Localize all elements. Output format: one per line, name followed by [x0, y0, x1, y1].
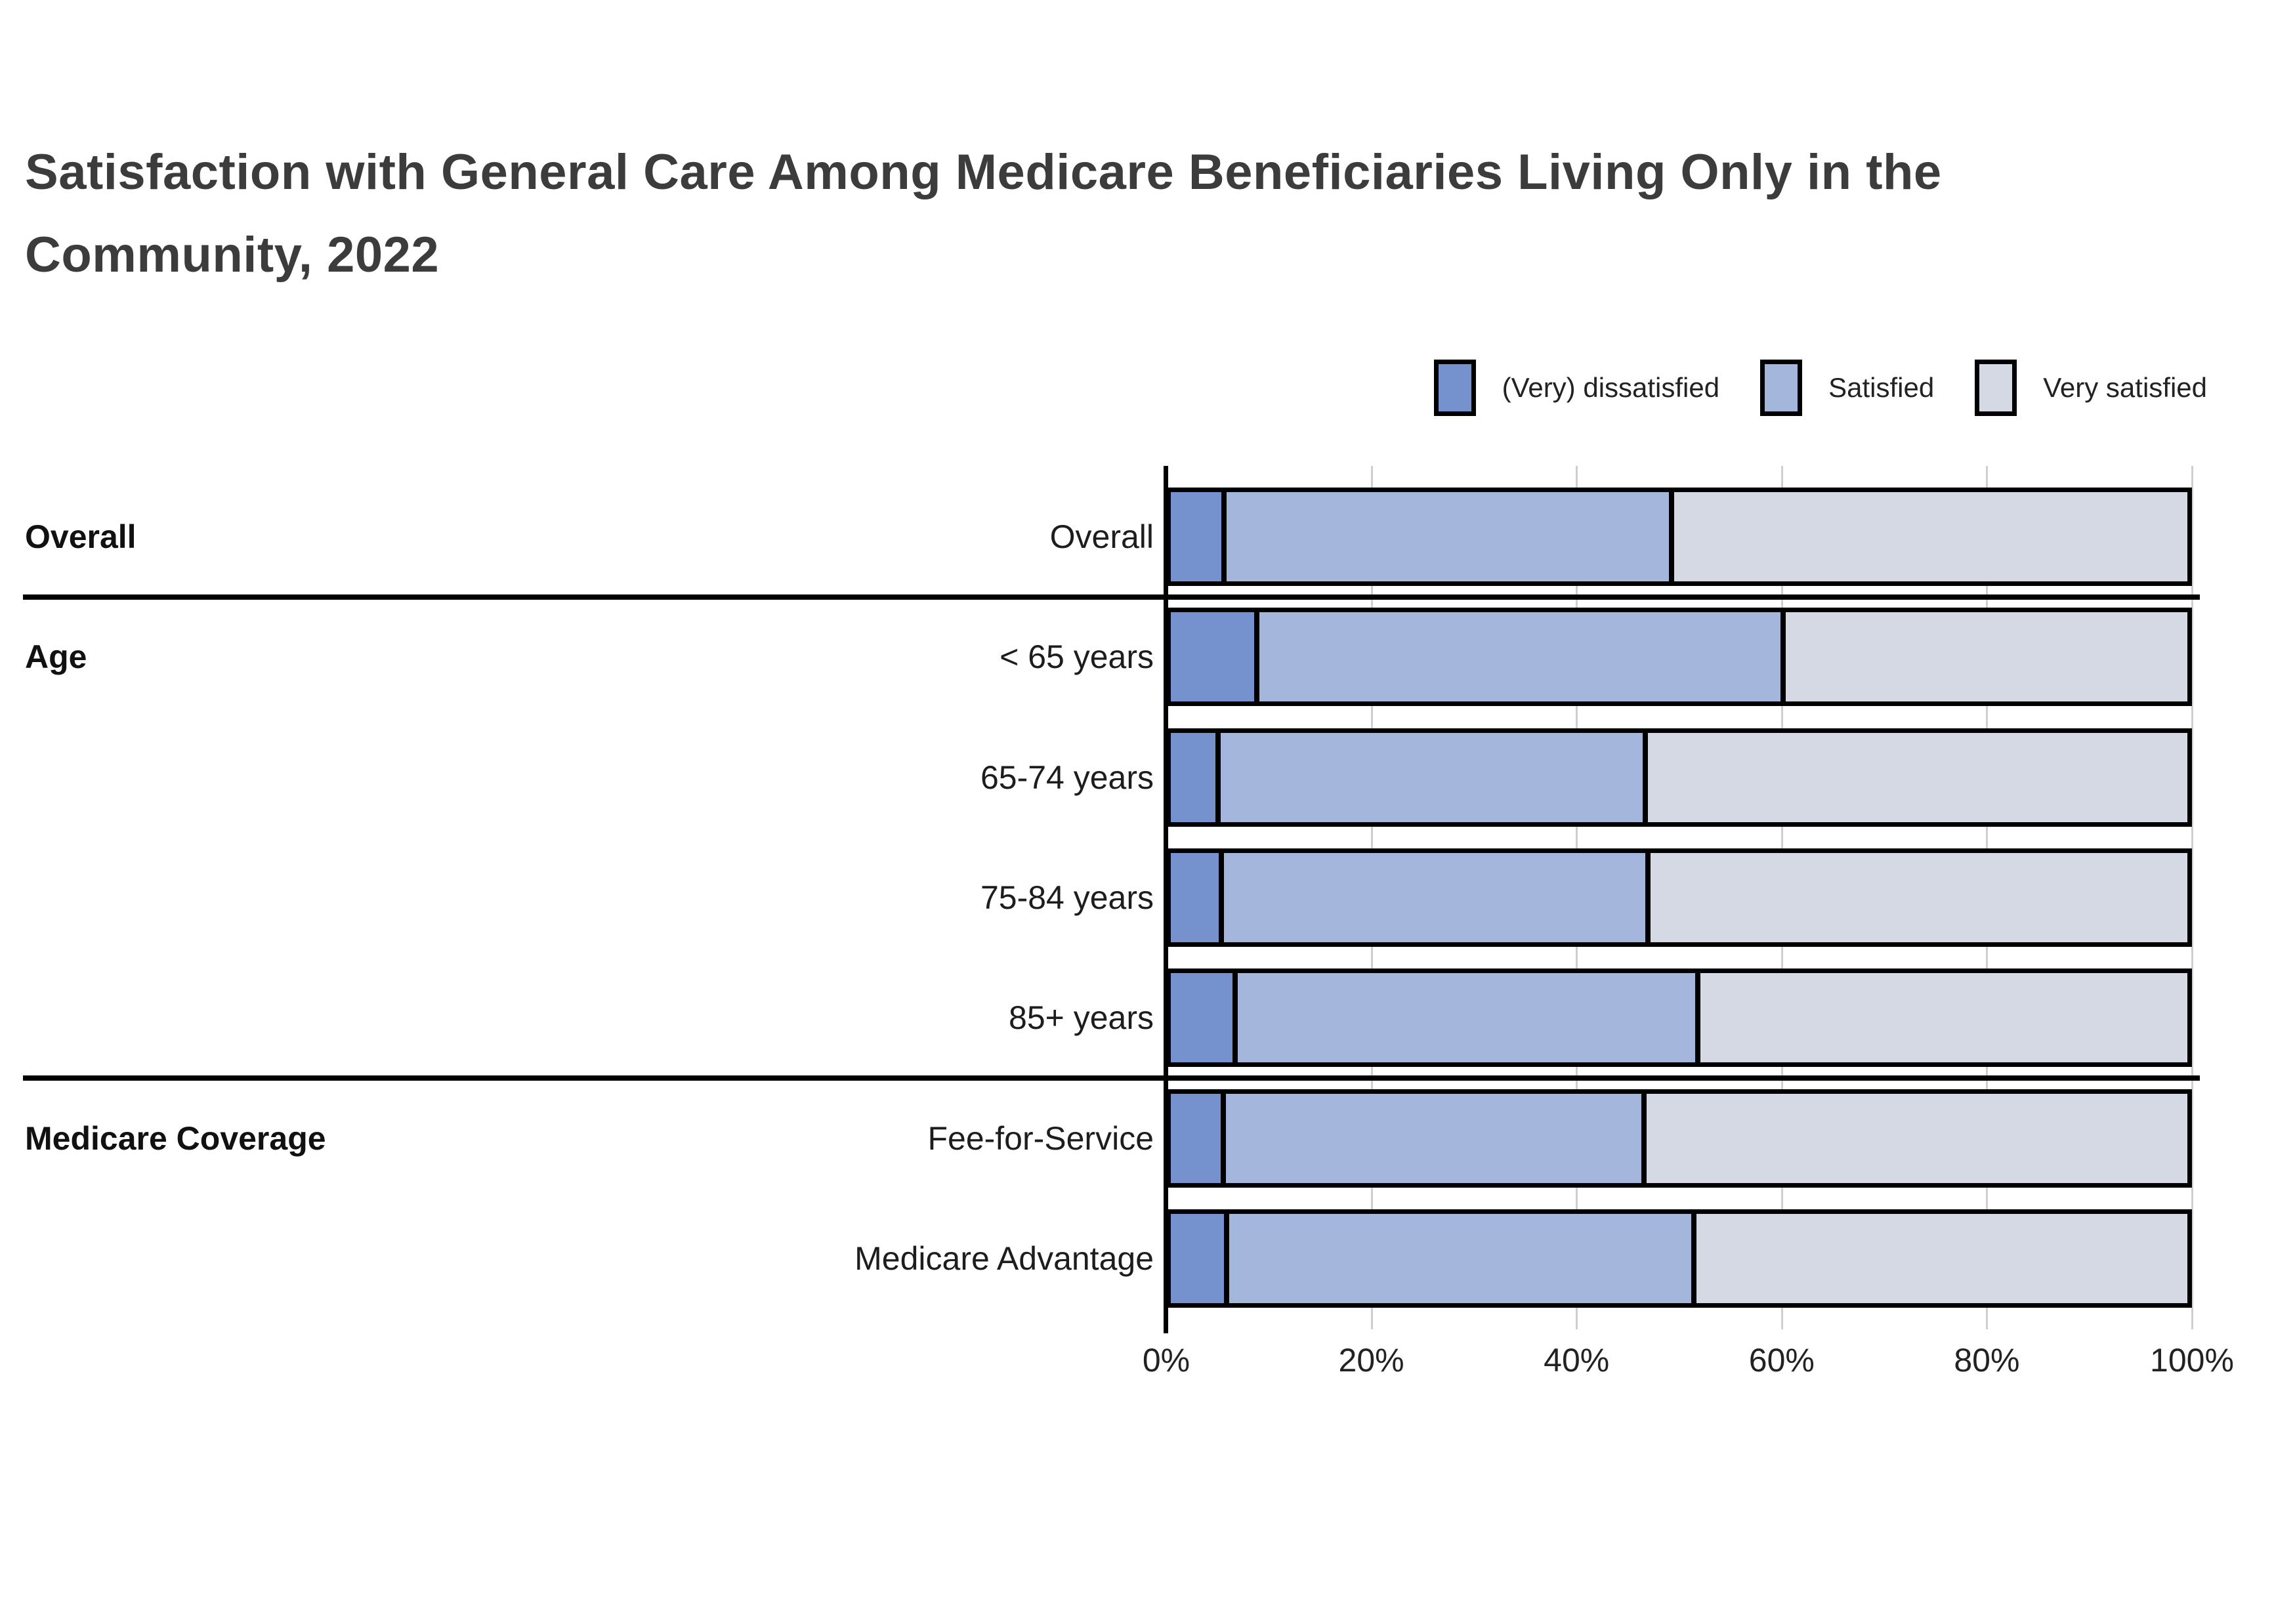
x-tick-label-40: 40% [1544, 1342, 1610, 1379]
x-tick-label-20: 20% [1338, 1342, 1404, 1379]
bar-segment-very-satisfied [1668, 492, 2187, 581]
row-label-85-years: 85+ years [1009, 999, 1154, 1037]
bar-segment-satisfied [1221, 492, 1669, 581]
row-label-overall: Overall [1049, 518, 1154, 555]
chart-title: Satisfaction with General Care Among Med… [25, 144, 1942, 283]
legend-item-very-satisfied: Very satisfied [1975, 360, 2207, 416]
bar-segment-satisfied [1232, 973, 1696, 1063]
row-label-65-years: < 65 years [1000, 638, 1154, 676]
row-label-medicare-advantage: Medicare Advantage [854, 1239, 1154, 1277]
row-label-fee-for-service: Fee-for-Service [927, 1119, 1154, 1157]
legend-label: (Very) dissatisfied [1502, 372, 1720, 403]
bar-segment-very-satisfied [1642, 732, 2187, 822]
group-separator [23, 594, 2200, 600]
x-tick-label-100: 100% [2150, 1342, 2234, 1379]
bar-segment-very-dissatisfied [1171, 492, 1222, 581]
legend-item-satisfied: Satisfied [1760, 360, 1934, 416]
bar-row-fee-for-service [1166, 1089, 2192, 1188]
bar-segment-satisfied [1215, 732, 1643, 822]
bar-row-65-74-years [1166, 728, 2192, 827]
bar-segment-very-satisfied [1641, 1093, 2187, 1183]
bar-segment-satisfied [1220, 1093, 1642, 1183]
group-separator [23, 1075, 2200, 1081]
bar-segment-very-satisfied [1691, 1213, 2187, 1303]
row-label-75-84-years: 75-84 years [980, 879, 1154, 916]
bar-row-65-years [1166, 608, 2192, 707]
bar-segment-very-dissatisfied [1171, 852, 1219, 942]
legend-item-very-dissatisfied: (Very) dissatisfied [1433, 360, 1720, 416]
bar-segment-very-dissatisfied [1171, 1213, 1224, 1303]
y-axis-line [1164, 466, 1168, 1333]
legend-swatch-icon [1433, 360, 1476, 416]
bar-segment-very-dissatisfied [1171, 732, 1216, 822]
bar-segment-satisfied [1254, 612, 1781, 702]
bar-segment-very-satisfied [1780, 612, 2187, 702]
bar-segment-very-dissatisfied [1171, 1093, 1221, 1183]
bar-row-medicare-advantage [1166, 1209, 2192, 1308]
legend-label: Very satisfied [2043, 372, 2207, 403]
legend-label: Satisfied [1828, 372, 1935, 403]
bar-segment-very-dissatisfied [1171, 973, 1233, 1063]
row-label-65-74-years: 65-74 years [980, 759, 1154, 796]
chart-legend: (Very) dissatisfied Satisfied Very satisfi… [1433, 360, 2207, 416]
gridline-100 [2191, 466, 2193, 1329]
group-label-overall: Overall [25, 518, 137, 555]
bar-row-overall [1166, 488, 2192, 586]
legend-swatch-icon [1975, 360, 2017, 416]
x-tick-label-80: 80% [1954, 1342, 2020, 1379]
group-label-age: Age [25, 638, 87, 676]
group-label-medicare-coverage: Medicare Coverage [25, 1119, 326, 1157]
bar-segment-very-dissatisfied [1171, 612, 1255, 702]
bar-row-75-84-years [1166, 848, 2192, 947]
legend-swatch-icon [1760, 360, 1803, 416]
bar-segment-satisfied [1218, 852, 1646, 942]
bar-segment-very-satisfied [1645, 852, 2187, 942]
bar-row-85-years [1166, 968, 2192, 1068]
x-tick-label-60: 60% [1748, 1342, 1815, 1379]
x-tick-label-0: 0% [1142, 1342, 1190, 1379]
bar-segment-satisfied [1223, 1213, 1692, 1303]
bar-segment-very-satisfied [1695, 973, 2187, 1063]
